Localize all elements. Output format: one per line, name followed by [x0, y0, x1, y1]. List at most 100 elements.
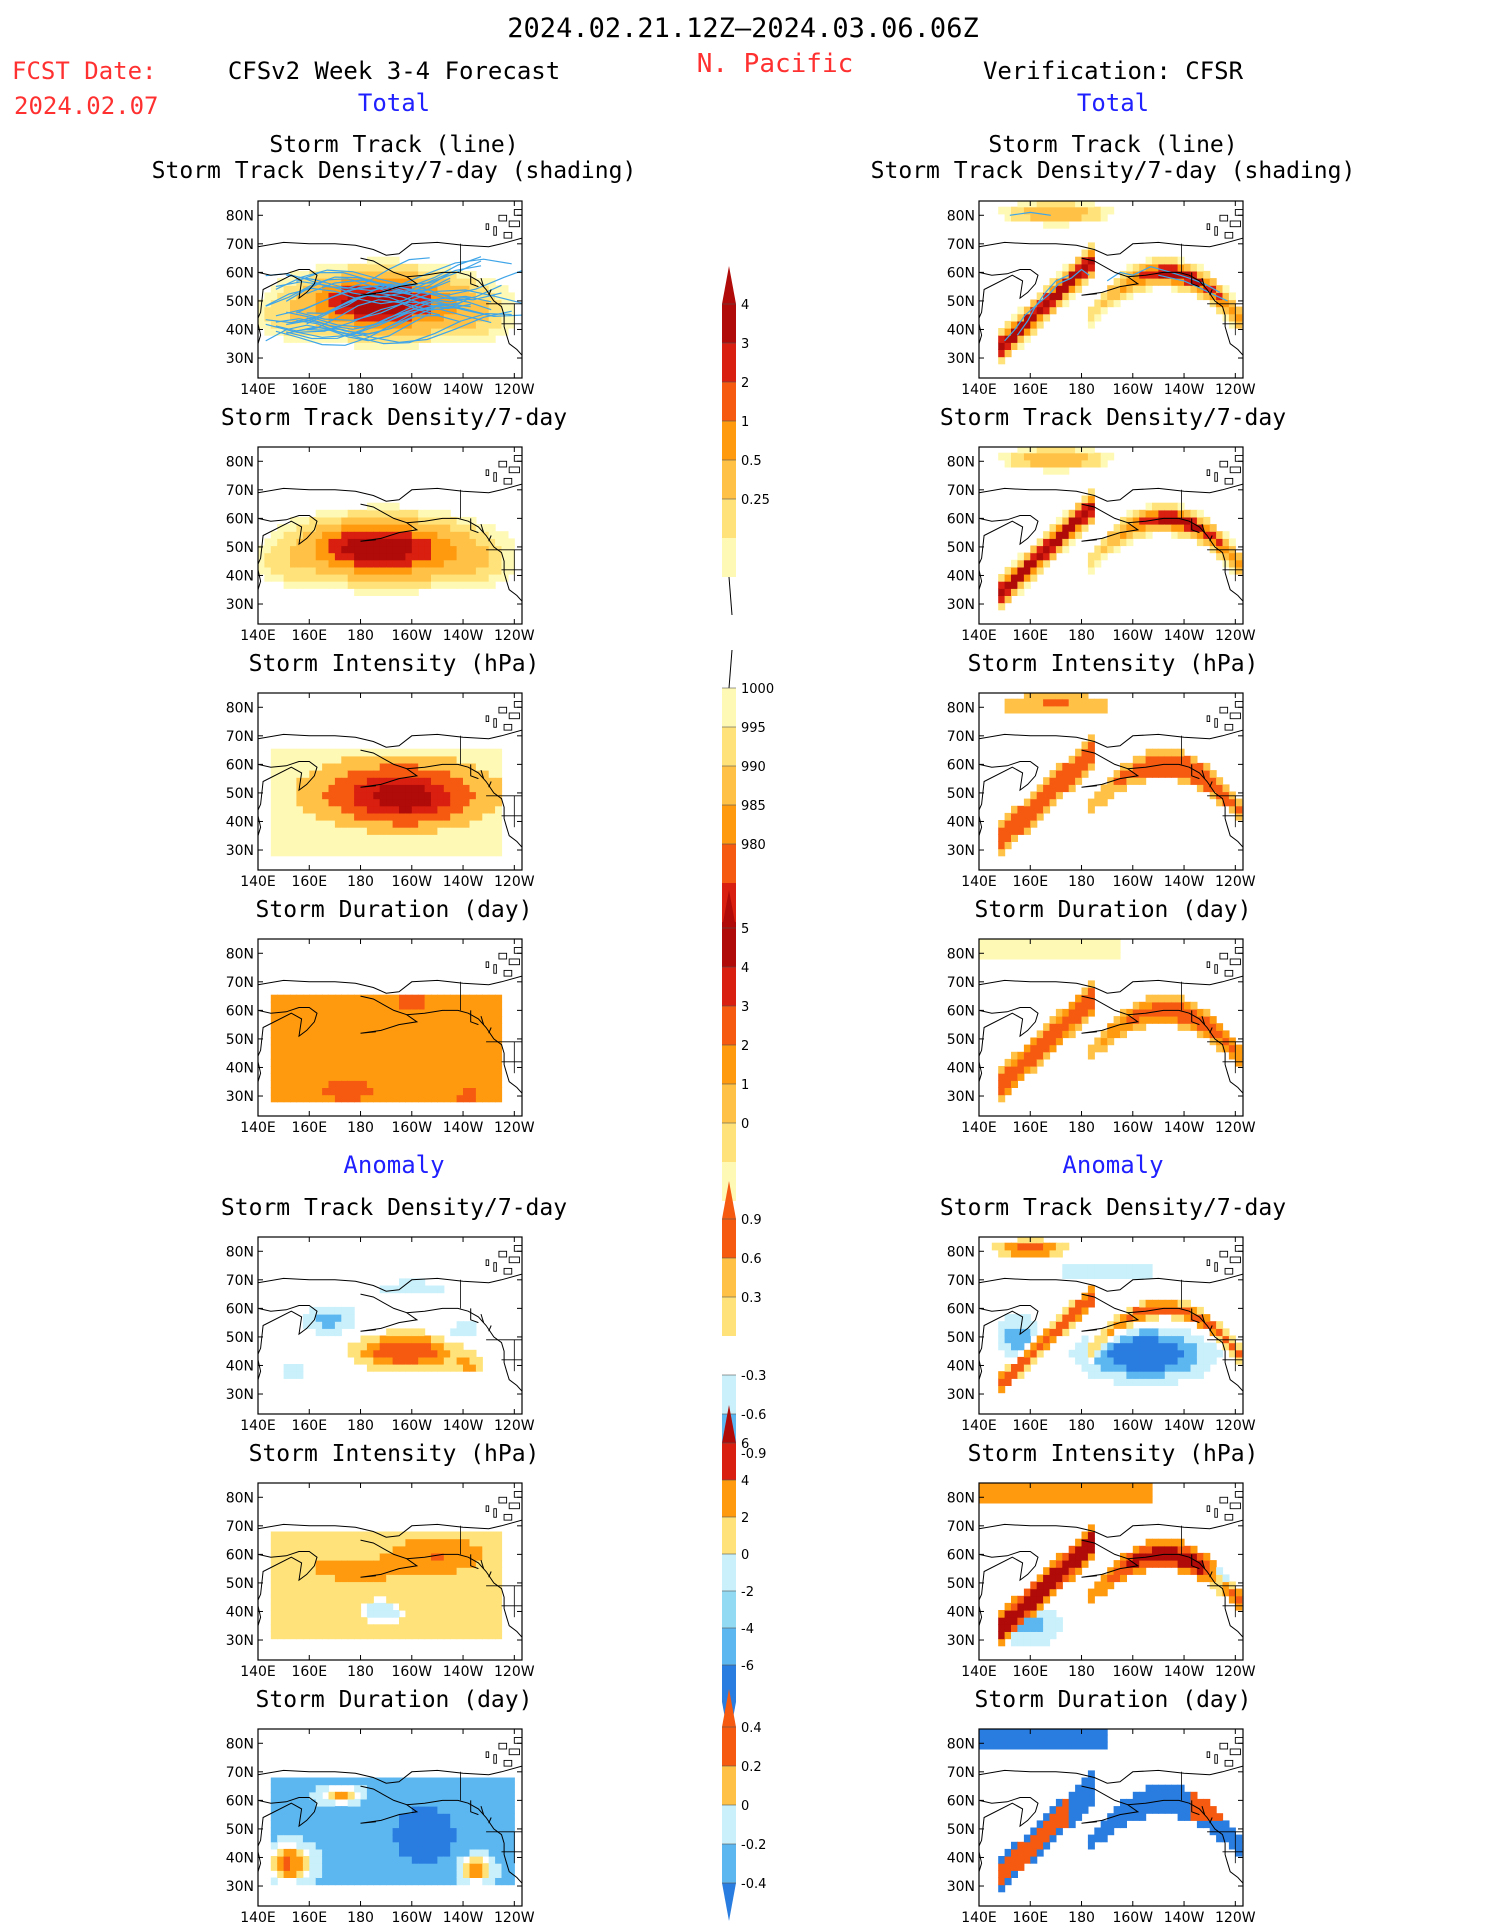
lon-label: 140W [1164, 874, 1205, 890]
colorbar-label: 2 [741, 1511, 749, 1526]
lon-label: 160W [391, 874, 432, 890]
map-density-anom-right: 80N 70N 60N 50N 40N 30N 140E 160E 180 160W 140W 120… [947, 1236, 1256, 1434]
map-duration-anom-left: 80N 70N 60N 50N 40N 30N 140E 160E 180 160W 140W 120… [226, 1728, 535, 1925]
lon-label: 120W [1215, 1418, 1256, 1434]
colorbar-label: -0.3 [741, 1369, 766, 1384]
lat-label: 70N [947, 975, 975, 991]
lat-label: 50N [226, 786, 254, 802]
lat-label: 40N [226, 322, 254, 338]
lat-label: 30N [226, 1633, 254, 1649]
lat-label: 80N [226, 208, 254, 224]
lat-label: 70N [226, 483, 254, 499]
lon-label: 140E [961, 1418, 997, 1434]
map-track-right: 80N 70N 60N 50N 40N 30N 140E 160E 180 160W 140W 120… [947, 200, 1256, 398]
lon-label: 120W [494, 628, 535, 644]
lat-label: 40N [226, 1850, 254, 1866]
title-track-shading-right: Storm Track Density/7-day (shading) [870, 158, 1356, 184]
lon-label: 140E [961, 874, 997, 890]
lon-label: 160E [291, 382, 327, 398]
lon-label: 140W [1164, 1664, 1205, 1680]
title-track-shading-left: Storm Track Density/7-day (shading) [151, 158, 637, 184]
lat-label: 30N [226, 843, 254, 859]
map-intensity-left: 80N 70N 60N 50N 40N 30N 140E 160E 180 160W 140W 120… [226, 692, 535, 890]
forecast-period: 2024.02.21.12Z–2024.03.06.06Z [507, 13, 979, 44]
lon-label: 180 [1068, 628, 1095, 644]
lon-label: 140E [240, 1910, 276, 1925]
colorbar-label: 3 [741, 1000, 749, 1015]
lon-label: 120W [1215, 382, 1256, 398]
lon-label: 120W [1215, 628, 1256, 644]
colorbar-label: 4 [741, 961, 749, 976]
lat-label: 70N [226, 975, 254, 991]
lat-label: 30N [226, 1879, 254, 1895]
verification-title: Verification: CFSR [982, 57, 1244, 85]
colorbar-label: 0.5 [741, 454, 762, 469]
lon-label: 180 [1068, 1120, 1095, 1136]
lat-label: 70N [947, 1273, 975, 1289]
lon-label: 140W [1164, 1418, 1205, 1434]
lat-label: 70N [226, 1765, 254, 1781]
colorbar-label: 4 [741, 298, 749, 313]
colorbar-intensity-anom: 6 4 2 0 -2 -4 -6 [722, 1405, 754, 1740]
lon-label: 160E [1012, 1664, 1048, 1680]
fcst-date-value: 2024.02.07 [14, 92, 159, 120]
lon-label: 120W [494, 1664, 535, 1680]
lon-label: 160E [291, 1120, 327, 1136]
lon-label: 160E [1012, 1418, 1048, 1434]
colorbar-label: 1 [741, 415, 749, 430]
map-duration-right: 80N 70N 60N 50N 40N 30N 140E 160E 180 160W 140W 120… [947, 938, 1256, 1136]
lat-label: 40N [947, 814, 975, 830]
title-duration-anom-left: Storm Duration (day) [255, 1687, 533, 1713]
colorbar-label: 0.2 [741, 1760, 762, 1775]
lon-label: 140E [961, 628, 997, 644]
lon-label: 140E [240, 382, 276, 398]
lat-label: 70N [226, 1519, 254, 1535]
lat-label: 30N [947, 1387, 975, 1403]
lon-label: 140E [240, 1120, 276, 1136]
lat-label: 80N [226, 700, 254, 716]
lat-label: 30N [947, 351, 975, 367]
map-intensity-right: 80N 70N 60N 50N 40N 30N 140E 160E 180 160W 140W 120… [947, 692, 1256, 890]
lon-label: 140E [961, 1120, 997, 1136]
lat-label: 80N [226, 454, 254, 470]
anomaly-label-left: Anomaly [343, 1151, 445, 1179]
lat-label: 80N [226, 1244, 254, 1260]
colorbar-intensity: 1000 995 990 985 980 [722, 649, 774, 999]
colorbar-label: -0.6 [741, 1408, 766, 1423]
lat-label: 70N [226, 1273, 254, 1289]
lat-label: 80N [947, 946, 975, 962]
colorbar-duration-anom: 0.4 0.2 0 -0.2 -0.4 [722, 1689, 766, 1921]
colorbar-label: -0.4 [741, 1877, 766, 1892]
lat-label: 30N [226, 597, 254, 613]
lat-label: 40N [226, 568, 254, 584]
model-title: CFSv2 Week 3-4 Forecast [227, 57, 561, 85]
lon-label: 120W [494, 1418, 535, 1434]
lat-label: 50N [226, 1576, 254, 1592]
lon-label: 160W [1112, 628, 1153, 644]
map-duration-anom-right: 80N 70N 60N 50N 40N 30N 140E 160E 180 160W 140W 120… [947, 1728, 1256, 1925]
lat-label: 40N [947, 1060, 975, 1076]
lat-label: 40N [947, 568, 975, 584]
lat-label: 60N [947, 1793, 975, 1809]
lat-label: 80N [947, 208, 975, 224]
lon-label: 140E [961, 1664, 997, 1680]
lon-label: 140E [240, 628, 276, 644]
lat-label: 50N [947, 1822, 975, 1838]
lon-label: 140E [961, 1910, 997, 1925]
lon-label: 180 [1068, 874, 1095, 890]
lon-label: 180 [347, 1664, 374, 1680]
lon-label: 140W [443, 628, 484, 644]
title-track-line-left: Storm Track (line) [269, 132, 519, 158]
anomaly-label-right: Anomaly [1062, 1151, 1164, 1179]
lon-label: 180 [347, 382, 374, 398]
lon-label: 180 [1068, 1418, 1095, 1434]
map-duration-left: 80N 70N 60N 50N 40N 30N 140E 160E 180 160W 140W 120… [226, 938, 535, 1136]
colorbar-label: 5 [741, 922, 749, 937]
colorbar-label: 0.6 [741, 1252, 762, 1267]
lat-label: 70N [947, 237, 975, 253]
lon-label: 140E [240, 874, 276, 890]
title-track-line-right: Storm Track (line) [988, 132, 1238, 158]
lat-label: 50N [947, 1576, 975, 1592]
lon-label: 120W [1215, 874, 1256, 890]
